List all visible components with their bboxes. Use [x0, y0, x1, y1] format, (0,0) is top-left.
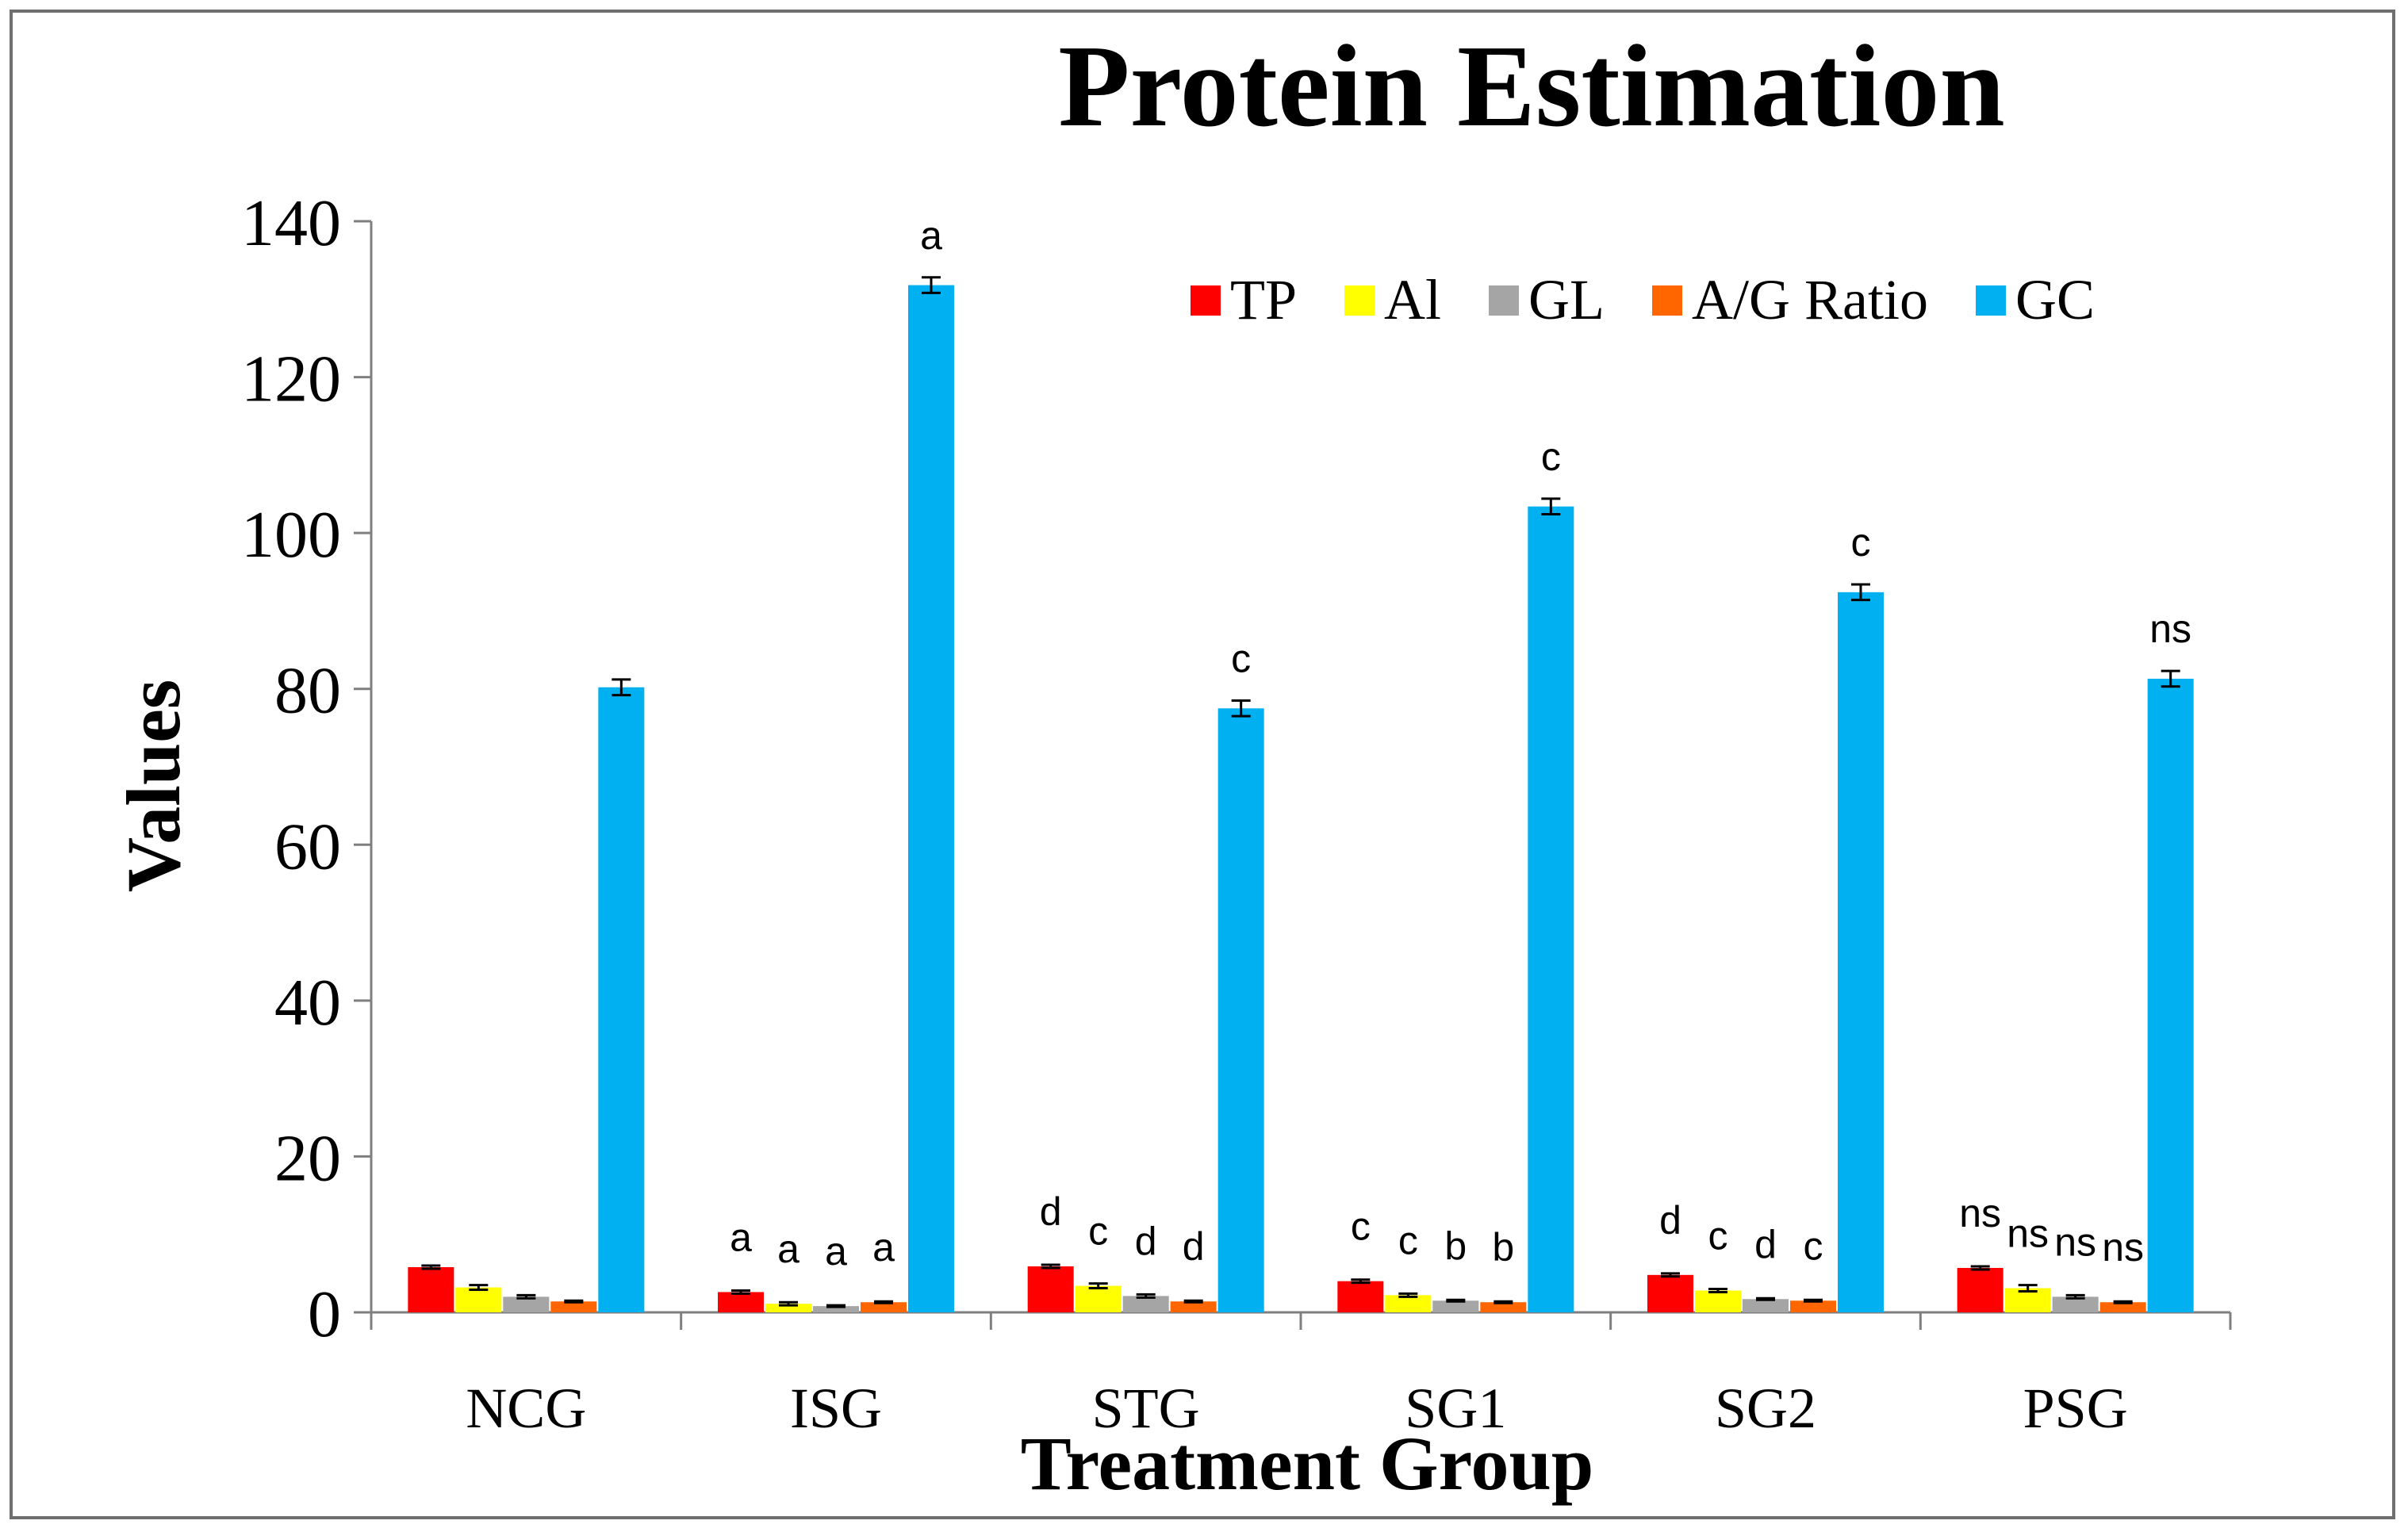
significance-label: a: [825, 1229, 847, 1273]
significance-label: c: [1541, 435, 1561, 479]
significance-label: c: [1398, 1218, 1418, 1262]
legend-entry: TP: [1230, 268, 1297, 331]
bar: [718, 1292, 764, 1312]
significance-label: c: [1231, 636, 1251, 680]
bar: [1695, 1290, 1741, 1312]
x-axis-label: Treatment Group: [1021, 1421, 1594, 1506]
protein-estimation-chart: Protein Estimation Values Treatment Grou…: [111, 21, 2232, 1506]
y-tick-label: 120: [241, 343, 341, 416]
bar: [813, 1306, 859, 1312]
significance-label: d: [1135, 1219, 1157, 1263]
legend-entry: GL: [1528, 268, 1605, 331]
significance-label: a: [920, 213, 942, 258]
axes: 0 20 40 60 80 100 120 140 NCG ISG STG SG1 SG2 PSG: [241, 186, 2232, 1440]
bar: [1337, 1281, 1384, 1312]
chart-frame: Protein Estimation Values Treatment Grou…: [10, 10, 2395, 1519]
significance-label: a: [777, 1227, 799, 1271]
y-tick-label: 0: [308, 1277, 341, 1351]
significance-label: b: [1492, 1225, 1514, 1270]
significance-label: ns: [2007, 1212, 2049, 1256]
x-tick-label: SG1: [1405, 1377, 1506, 1440]
y-axis-label: Values: [111, 680, 196, 893]
x-tick-label: NCG: [466, 1377, 586, 1440]
significance-label: d: [1183, 1224, 1205, 1269]
legend-swatch: [1976, 285, 2006, 316]
bar: [455, 1287, 502, 1312]
bar: [2147, 678, 2194, 1312]
bar: [1075, 1285, 1122, 1312]
significance-label: c: [1851, 520, 1871, 565]
legend-entry: GC: [2015, 268, 2095, 331]
significance-label: d: [1659, 1198, 1681, 1243]
y-tick-label: 140: [241, 186, 341, 260]
significance-label: a: [730, 1215, 752, 1259]
bar: [861, 1302, 907, 1312]
bar: [1743, 1299, 1789, 1312]
bar: [1170, 1301, 1217, 1312]
x-tick-label: ISG: [790, 1377, 882, 1440]
y-tick-label: 80: [274, 654, 341, 728]
x-tick-label: PSG: [2023, 1377, 2128, 1440]
bar: [550, 1301, 597, 1312]
bar: [2052, 1296, 2099, 1312]
y-tick-label: 100: [241, 498, 341, 572]
y-tick-label: 60: [274, 810, 341, 883]
bar: [408, 1266, 454, 1312]
legend-swatch: [1652, 285, 1683, 316]
bar: [2099, 1302, 2146, 1312]
bar: [598, 687, 645, 1312]
significance-label: d: [1040, 1189, 1062, 1234]
significance-label: ns: [2149, 607, 2191, 651]
significance-label: d: [1754, 1222, 1777, 1266]
significance-label: c: [1088, 1209, 1108, 1254]
legend-swatch: [1191, 285, 1221, 316]
legend: TP Al GL A/G Ratio GC: [1191, 268, 2095, 331]
bar: [1217, 708, 1264, 1312]
chart-title: Protein Estimation: [1058, 21, 2005, 151]
significance-label: c: [1804, 1224, 1823, 1268]
y-tick-label: 40: [274, 966, 341, 1040]
legend-entry: Al: [1384, 268, 1441, 331]
significance-label: a: [872, 1225, 895, 1270]
x-tick-label: STG: [1092, 1377, 1200, 1440]
significance-label: ns: [2102, 1225, 2144, 1270]
x-tick-label: SG2: [1715, 1377, 1816, 1440]
bar: [1528, 506, 1574, 1312]
bar: [1647, 1274, 1693, 1312]
bar: [1027, 1266, 1074, 1312]
significance-label: ns: [2054, 1220, 2096, 1264]
y-tick-label: 20: [274, 1121, 341, 1195]
legend-entry: A/G Ratio: [1692, 268, 1928, 331]
bar: [1432, 1300, 1479, 1312]
significance-label: c: [1351, 1205, 1371, 1249]
bar: [1957, 1267, 2003, 1312]
bar: [1385, 1295, 1432, 1312]
bar: [1838, 592, 1884, 1312]
bar: [1480, 1302, 1527, 1312]
bar: [765, 1304, 811, 1312]
legend-swatch: [1489, 285, 1520, 316]
bar: [1790, 1300, 1836, 1312]
significance-label: ns: [1959, 1191, 2001, 1235]
significance-label: b: [1444, 1224, 1467, 1268]
bar: [1122, 1296, 1169, 1312]
legend-swatch: [1344, 285, 1375, 316]
bar: [503, 1296, 550, 1312]
significance-label: c: [1708, 1213, 1728, 1258]
bar: [908, 285, 954, 1313]
